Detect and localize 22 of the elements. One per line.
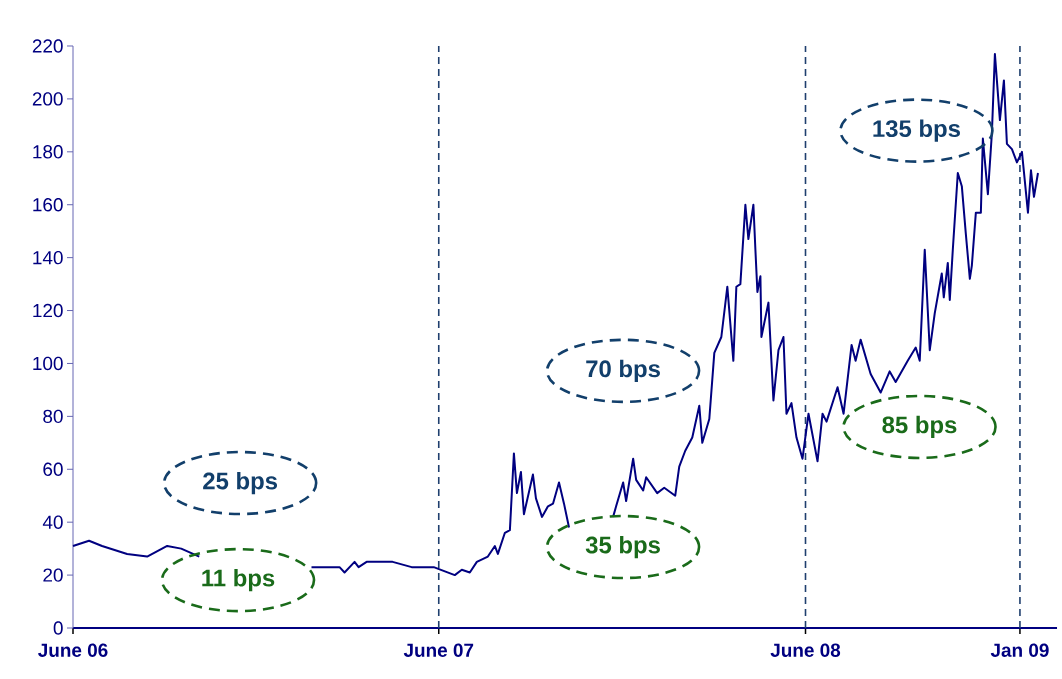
y-tick-label: 0 bbox=[53, 621, 63, 635]
annotation: 35 bps bbox=[585, 535, 660, 559]
x-tick-label: June 06 bbox=[38, 643, 108, 657]
x-tick-label: June 07 bbox=[403, 643, 474, 657]
y-tick-label: 180 bbox=[33, 145, 63, 159]
x-tick-label: Jan 09 bbox=[990, 643, 1049, 657]
x-tick-label: June 08 bbox=[770, 643, 841, 657]
annotation: 85 bps bbox=[882, 415, 957, 439]
y-tick-label: 140 bbox=[33, 250, 63, 265]
y-tick-label: 20 bbox=[43, 568, 63, 582]
y-tick-label: 80 bbox=[43, 409, 63, 424]
annotation: 25 bps bbox=[203, 471, 278, 495]
y-tick-label: 100 bbox=[33, 356, 63, 371]
annotation: 70 bps bbox=[586, 359, 660, 383]
y-tick-label: 160 bbox=[33, 198, 63, 212]
y-tick-label: 220 bbox=[32, 39, 63, 53]
y-tick-label: 60 bbox=[43, 462, 63, 476]
annotation: 11 bps bbox=[202, 568, 275, 592]
y-tick-label: 40 bbox=[42, 515, 63, 529]
y-tick-label: 200 bbox=[32, 92, 63, 106]
y-tick-label: 120 bbox=[33, 303, 63, 318]
annotation: 135 bps bbox=[873, 119, 960, 142]
